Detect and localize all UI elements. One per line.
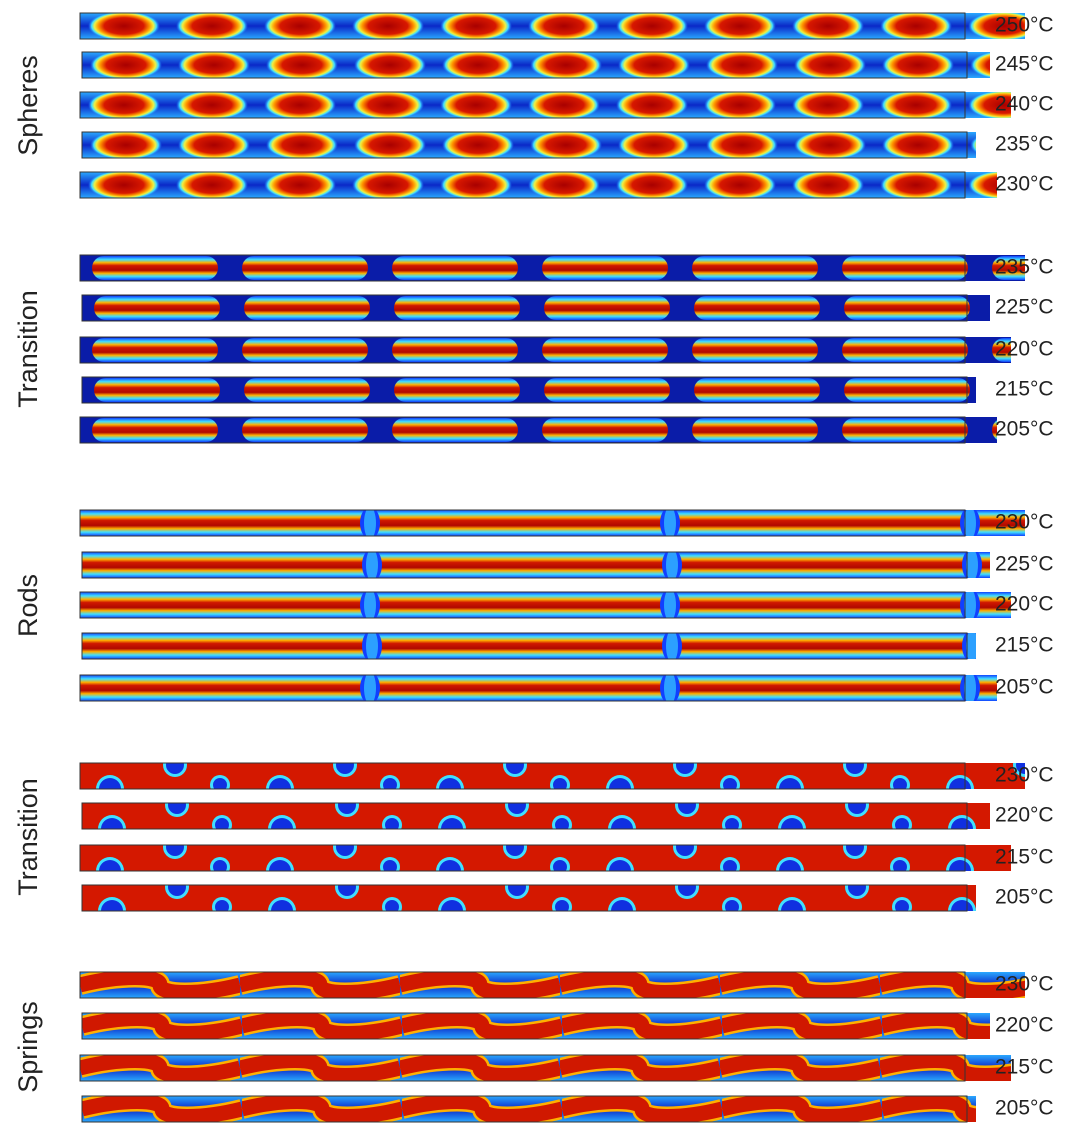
simulation-strip [66,92,1011,118]
strip-image [80,13,1025,39]
strip-image [31,1096,976,1122]
simulation-strip [45,803,990,829]
strip-image [31,633,976,659]
temperature-label: 225°C [995,553,1054,576]
temperature-label: 230°C [995,511,1054,534]
simulation-strip [80,255,1025,281]
strip-image [52,172,997,198]
temperature-label: 220°C [995,338,1054,361]
strip-image [80,972,1025,998]
temperature-label: 220°C [995,593,1054,616]
figure: Spheres 250°C 245°C 240°C 235°C 230°C Transiti… [0,0,1078,1126]
group-label: Rods [13,574,43,637]
simulation-strip [80,510,1025,536]
strip-image [45,1013,990,1039]
simulation-strip [31,1096,976,1122]
group-label: Spheres [13,55,43,156]
strip-image [52,417,997,443]
simulation-strip [31,885,976,911]
strip-image [80,763,1025,789]
simulation-strip [31,132,976,158]
group-label: Springs [13,1001,43,1093]
strip-image [80,510,1025,536]
strip-image [66,1055,1011,1081]
simulation-strip [45,295,990,321]
strip-image [66,592,1011,618]
strip-image [45,52,990,78]
temperature-label: 205°C [995,418,1054,441]
strip-image [31,132,976,158]
simulation-strip [66,592,1011,618]
temperature-label: 205°C [995,1097,1054,1120]
temperature-label: 230°C [995,764,1054,787]
strip-image [31,377,976,403]
temperature-label: 230°C [995,973,1054,996]
temperature-label: 225°C [995,296,1054,319]
simulation-strip [31,377,976,403]
temperature-label: 245°C [995,53,1054,76]
simulation-strip [52,172,997,198]
strip-image [66,92,1011,118]
simulation-strip [66,1055,1011,1081]
strip-image [31,885,976,911]
strip-image [52,675,997,701]
strip-image [45,295,990,321]
simulation-strip [45,552,990,578]
temperature-label: 215°C [995,378,1054,401]
simulation-strip [80,972,1025,998]
strip-image [45,552,990,578]
simulation-strip [45,52,990,78]
group-label: Transition [13,778,43,896]
strip-image [66,337,1011,363]
temperature-label: 205°C [995,886,1054,909]
temperature-label: 220°C [995,804,1054,827]
simulation-strip [31,633,976,659]
simulation-strip [66,337,1011,363]
strip-image [80,255,1025,281]
temperature-label: 240°C [995,93,1054,116]
simulation-strip [52,417,997,443]
temperature-label: 230°C [995,173,1054,196]
temperature-label: 235°C [995,133,1054,156]
temperature-label: 215°C [995,634,1054,657]
temperature-label: 215°C [995,846,1054,869]
simulation-strip [66,845,1011,871]
temperature-label: 220°C [995,1014,1054,1037]
group-label: Transition [13,290,43,408]
temperature-label: 250°C [995,14,1054,37]
temperature-label: 235°C [995,256,1054,279]
simulation-strip [80,763,1025,789]
margin-cover [0,0,79,1126]
strip-image [66,845,1011,871]
temperature-label: 205°C [995,676,1054,699]
temperature-label: 215°C [995,1056,1054,1079]
simulation-strip [52,675,997,701]
strip-image [45,803,990,829]
simulation-strip [80,13,1025,39]
simulation-strip [45,1013,990,1039]
